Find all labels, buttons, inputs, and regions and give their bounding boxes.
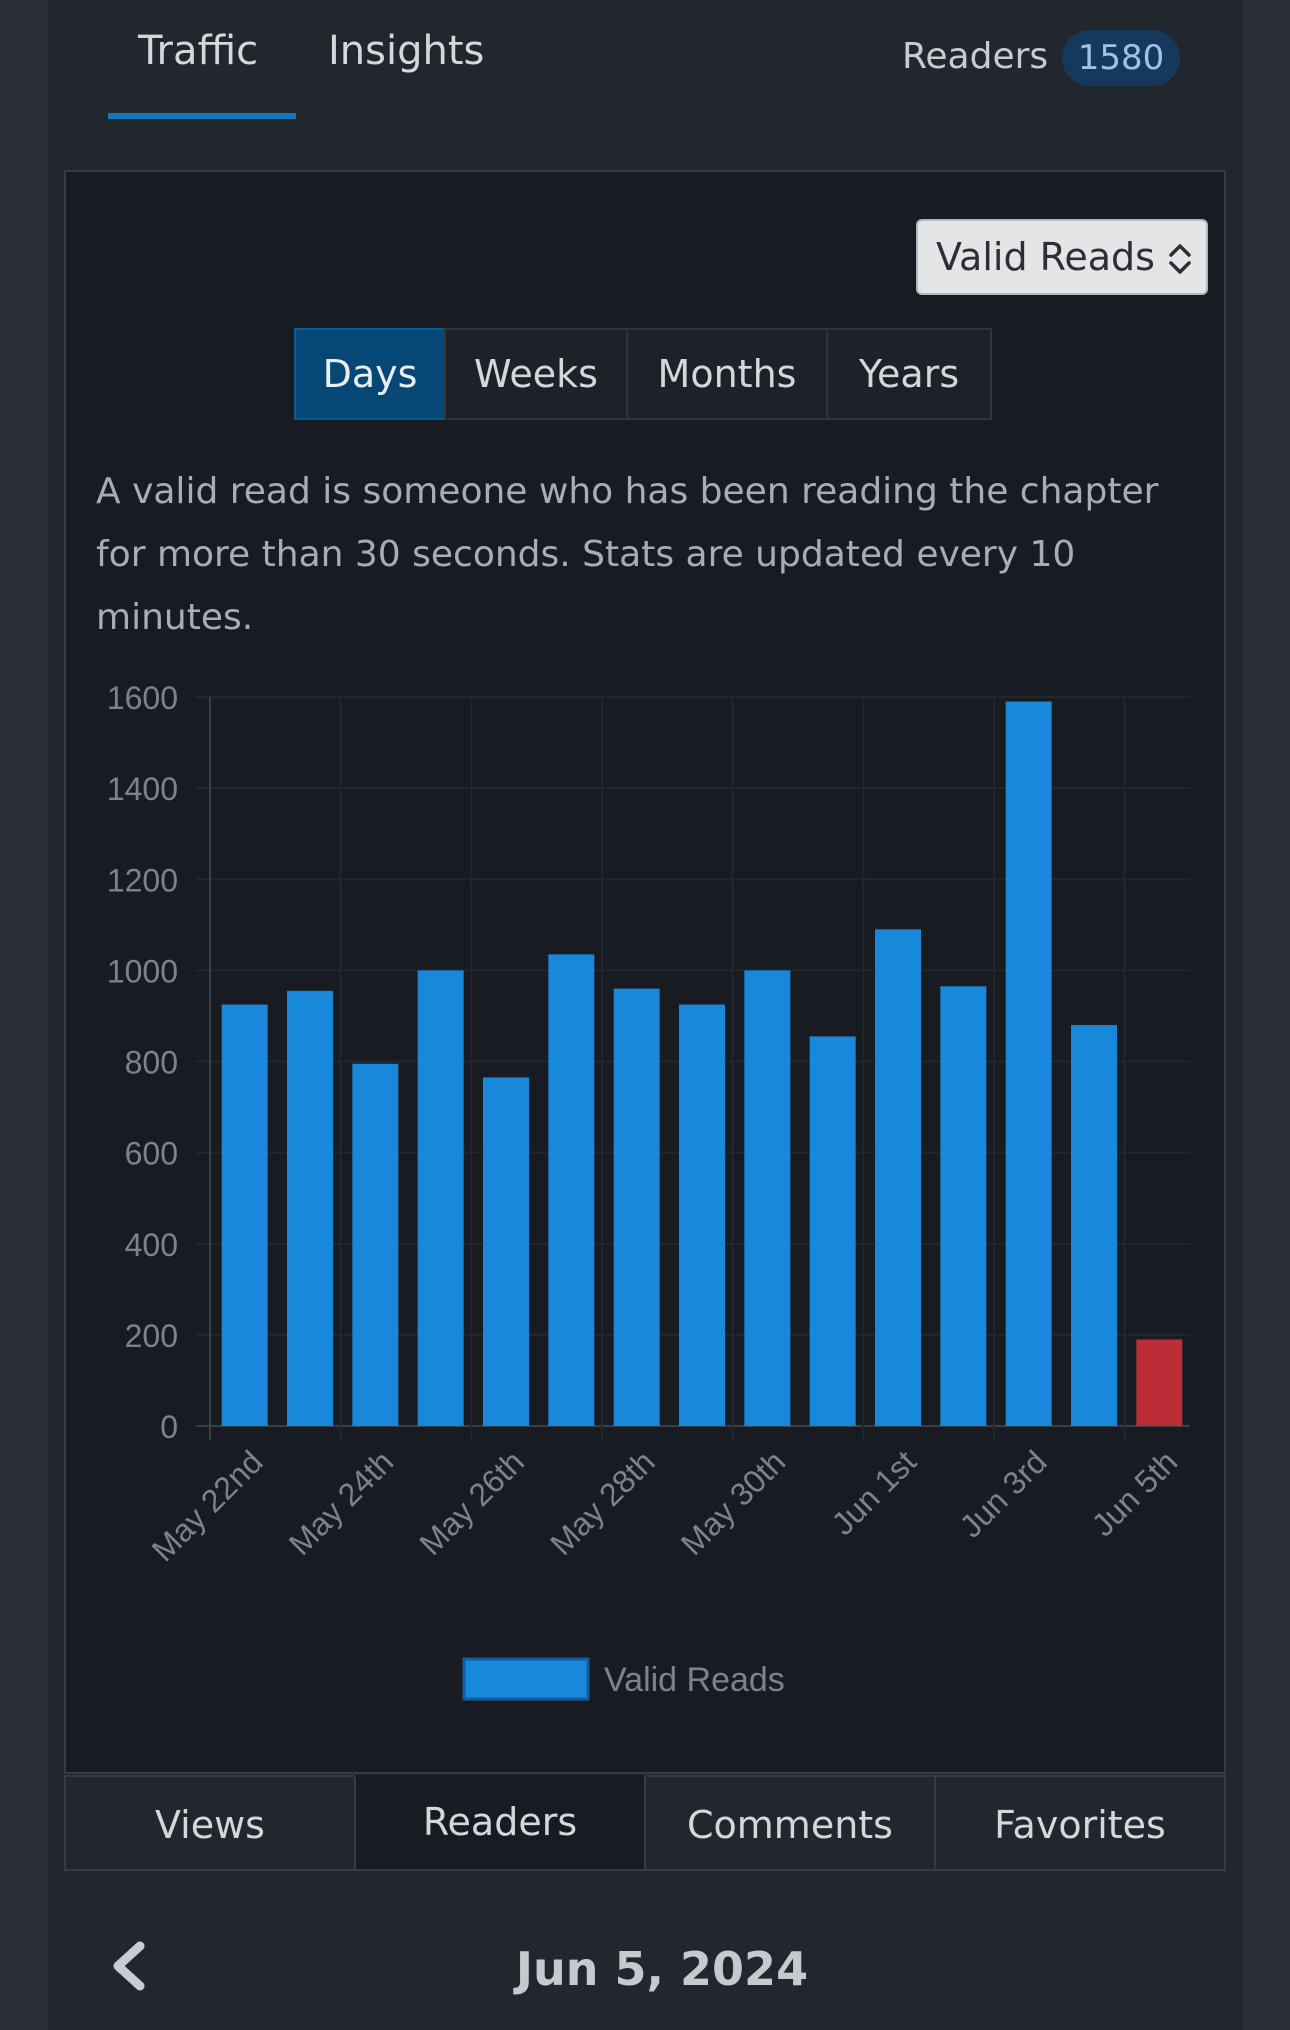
legend-swatch <box>462 1657 590 1701</box>
x-tick-label: Jun 3rd <box>953 1443 1054 1544</box>
bar <box>1136 1339 1183 1426</box>
x-tick-label: May 24th <box>282 1443 401 1562</box>
y-tick-label: 400 <box>125 1227 178 1263</box>
bar <box>221 1004 268 1426</box>
bottom-tab-readers[interactable]: Readers <box>354 1775 646 1871</box>
y-tick-label: 800 <box>125 1045 178 1081</box>
y-tick-label: 200 <box>125 1318 178 1354</box>
tab-traffic[interactable]: Traffic <box>138 28 259 74</box>
bar <box>548 954 595 1426</box>
y-tick-label: 1400 <box>107 771 178 807</box>
bar <box>809 1036 856 1426</box>
bar <box>875 929 921 1426</box>
y-tick-label: 1200 <box>107 862 178 898</box>
bar <box>940 986 987 1426</box>
metric-select-value: Valid Reads <box>936 235 1155 279</box>
readers-count-badge: 1580 <box>1062 30 1180 86</box>
x-tick-label: Jun 1st <box>825 1443 923 1541</box>
x-tick-label: May 22nd <box>145 1443 270 1568</box>
x-tick-label: Jun 5th <box>1085 1443 1185 1543</box>
y-tick-label: 1000 <box>107 953 178 989</box>
x-tick-label: May 30th <box>674 1443 793 1562</box>
bar <box>1005 701 1052 1426</box>
legend-label: Valid Reads <box>604 1661 785 1699</box>
y-tick-label: 600 <box>125 1136 178 1172</box>
metric-select[interactable]: Valid Reads <box>916 219 1208 295</box>
valid-read-description: A valid read is someone who has been rea… <box>96 471 1159 638</box>
period-tab-months[interactable]: Months <box>626 328 828 420</box>
bar <box>613 988 660 1426</box>
bar <box>744 970 791 1426</box>
y-tick-label: 1600 <box>107 680 178 716</box>
active-tab-indicator <box>108 113 296 119</box>
x-tick-label: May 26th <box>412 1443 531 1562</box>
bar <box>1071 1025 1117 1426</box>
bar <box>287 990 333 1426</box>
x-tick-label: May 28th <box>543 1443 662 1562</box>
chevron-left-icon[interactable] <box>108 1940 148 1992</box>
readers-label: Readers <box>902 36 1049 77</box>
select-arrows-icon <box>1169 244 1191 274</box>
bar <box>483 1077 529 1426</box>
bar <box>679 1004 725 1426</box>
period-tab-days[interactable]: Days <box>294 328 446 420</box>
bar <box>352 1063 399 1426</box>
bottom-tab-views[interactable]: Views <box>64 1775 356 1871</box>
period-tab-weeks[interactable]: Weeks <box>444 328 628 420</box>
current-date: Jun 5, 2024 <box>515 1942 809 1996</box>
y-tick-label: 0 <box>160 1409 178 1445</box>
bottom-tab-favorites[interactable]: Favorites <box>934 1775 1226 1871</box>
bottom-tab-comments[interactable]: Comments <box>644 1775 936 1871</box>
bar <box>417 970 464 1426</box>
period-tab-years[interactable]: Years <box>826 328 992 420</box>
tab-insights[interactable]: Insights <box>328 28 485 74</box>
